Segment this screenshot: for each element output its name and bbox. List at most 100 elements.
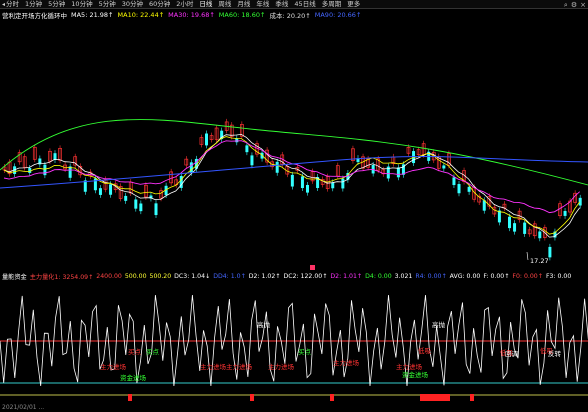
signal-bar <box>250 394 254 401</box>
candle <box>447 150 451 169</box>
candle <box>154 200 158 219</box>
candle-body <box>523 222 527 234</box>
candle-body <box>109 184 113 195</box>
period-tab-3[interactable]: 10分钟 <box>71 0 92 8</box>
candle <box>68 163 72 181</box>
candle-body <box>93 178 97 191</box>
period-tab-4[interactable]: 5分钟 <box>99 0 116 8</box>
back-arrow-icon: ◂ <box>2 0 6 8</box>
candle-body <box>144 184 148 198</box>
candle <box>300 173 304 192</box>
candle-body <box>316 177 320 189</box>
legend-item: MA10: 22.44↑ <box>117 11 165 19</box>
legend-item: 主力量化1: 3254.09↑ <box>29 274 94 281</box>
candle-body <box>154 203 158 216</box>
period-tab-11[interactable]: 年线 <box>256 0 269 8</box>
low-price-pointer <box>526 251 529 261</box>
period-tab-label: 2小时 <box>176 0 194 8</box>
candle <box>563 208 567 219</box>
candle <box>513 220 517 235</box>
legend-item: 量能资金 <box>2 274 27 281</box>
period-tab-12[interactable]: 季线 <box>275 0 288 8</box>
period-tab-label: 更多 <box>347 0 361 8</box>
candle-body <box>376 158 381 171</box>
candle <box>32 144 37 163</box>
candle <box>205 130 208 149</box>
period-tab-14[interactable]: 多周期 <box>322 0 342 8</box>
candle <box>235 135 239 146</box>
candle-body <box>457 184 461 194</box>
candle <box>83 177 87 195</box>
period-tab-10[interactable]: 月线 <box>237 0 250 8</box>
candle-body <box>53 153 57 160</box>
search-icon[interactable]: ⌕ <box>563 0 568 9</box>
signal-bar <box>128 394 132 401</box>
signal-label: 主力进场 <box>333 358 360 367</box>
candle <box>214 125 219 143</box>
period-tab-2[interactable]: 5分钟 <box>48 0 65 8</box>
candle-body <box>103 179 108 190</box>
date-marker <box>310 265 315 270</box>
ma5-line <box>3 133 581 238</box>
candle <box>527 226 532 237</box>
candle-body <box>553 231 557 238</box>
candle <box>169 168 173 186</box>
period-tab-13[interactable]: 45日线 <box>294 0 315 8</box>
period-tab-label: 日线 <box>199 0 213 8</box>
period-tab-label: 45日线 <box>294 0 316 8</box>
candle-body <box>482 200 486 211</box>
oscillator-line <box>0 294 588 387</box>
signal-label: 主力进场 <box>200 362 227 371</box>
legend-item: DC2: 122.00↑ <box>283 273 328 280</box>
legend-item: D2: 1.01↑ <box>330 273 363 280</box>
candle <box>73 153 78 169</box>
candle-body <box>538 231 542 239</box>
period-tab-15[interactable]: 更多 <box>347 0 360 8</box>
candle <box>139 200 143 215</box>
legend-item: F3: 0.00 <box>545 273 572 280</box>
legend-item: MA90: 20.66↑ <box>314 11 362 19</box>
candle-body <box>290 174 294 187</box>
signal-bar <box>444 394 450 401</box>
period-tab-5[interactable]: 30分钟 <box>122 0 143 8</box>
candle-body <box>542 227 547 238</box>
candle <box>532 220 537 239</box>
candle-body <box>235 138 239 143</box>
candlestick-chart[interactable]: 17.27 <box>0 20 588 270</box>
period-tab-8[interactable]: 日线 <box>199 0 212 8</box>
period-tab-1[interactable]: 1分钟 <box>25 0 42 8</box>
signal-label: 主力进场 <box>100 362 127 371</box>
candle-body <box>43 164 47 176</box>
signal-bar <box>426 394 432 401</box>
candle-body <box>164 185 168 196</box>
candle <box>174 176 179 188</box>
candle <box>275 158 279 176</box>
signal-label: 买点 <box>128 348 142 356</box>
candle-body <box>351 148 355 161</box>
legend-item: D2: 1.02↑ <box>248 273 281 280</box>
candle <box>376 155 381 174</box>
signal-label: 反转 <box>548 349 562 358</box>
period-tab-9[interactable]: 周线 <box>218 0 231 8</box>
candle <box>558 200 562 219</box>
candle-body <box>68 166 72 178</box>
candle <box>229 122 234 140</box>
period-tab-0[interactable]: ◂分时 <box>2 0 19 9</box>
period-tab-6[interactable]: 60分钟 <box>149 0 170 8</box>
close-icon[interactable]: × <box>580 0 586 9</box>
candle-body <box>113 183 118 191</box>
candle-body <box>386 166 390 179</box>
candle-body <box>48 150 52 162</box>
candle <box>538 228 542 242</box>
signal-bar <box>470 394 474 401</box>
candle <box>118 183 123 202</box>
candle <box>548 243 552 261</box>
candle-body <box>149 195 153 199</box>
signal-label: 买点 <box>298 348 312 356</box>
period-tab-7[interactable]: 2小时 <box>176 0 193 8</box>
settings-icon[interactable]: ⚙ <box>570 0 578 9</box>
candle <box>209 132 214 143</box>
candle-body <box>169 171 173 184</box>
period-tab-label: 多周期 <box>321 0 342 8</box>
